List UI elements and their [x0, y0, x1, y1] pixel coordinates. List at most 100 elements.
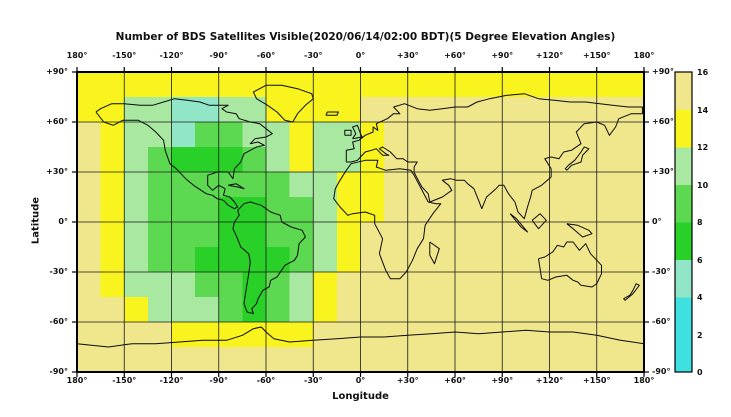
coastline-path [325, 111, 339, 116]
heatmap-cell [620, 297, 645, 323]
heatmap-cell [100, 172, 125, 198]
heatmap-cell [620, 97, 645, 123]
heatmap-cell [525, 222, 551, 248]
heatmap-cell [289, 197, 314, 223]
x-axis-tick-label-bottom: 180° [66, 376, 88, 385]
heatmap-cell [242, 197, 267, 223]
heatmap-cell [502, 297, 527, 323]
x-axis-tick-label-top: 180° [66, 51, 88, 60]
heatmap-cell [242, 347, 267, 373]
heatmap-cell [596, 172, 621, 198]
heatmap-cell [242, 322, 267, 348]
heatmap-cell [218, 322, 243, 348]
colorbar-border [674, 71, 693, 373]
heatmap-cell [77, 347, 102, 373]
heatmap-cell [218, 347, 243, 373]
colorbar-segment [675, 184, 692, 223]
heatmap-cell [502, 322, 527, 348]
y-axis-tick-label-right: +60° [652, 117, 674, 126]
heatmap-cell [77, 72, 102, 98]
x-axis-tick-label-bottom: +150° [583, 376, 611, 385]
heatmap-cell [431, 222, 456, 248]
heatmap-cell [289, 222, 314, 248]
heatmap-cell [620, 347, 645, 373]
heatmap-cell [573, 172, 598, 198]
heatmap-cell [195, 297, 220, 323]
heatmap-cell [266, 172, 291, 198]
colorbar-tick-label: 0 [697, 368, 703, 377]
heatmap-cell [147, 297, 173, 323]
colorbar-tick-label: 16 [697, 68, 709, 77]
heatmap-cell [596, 247, 621, 273]
coastline-paths [76, 84, 645, 348]
heatmap-cell [407, 222, 432, 248]
coastline-path [333, 159, 442, 280]
y-axis-tick-label-left: 0° [58, 217, 68, 226]
x-axis-tick-label-top: 0° [355, 51, 366, 60]
heatmap-cell [124, 147, 149, 173]
heatmap-cell [525, 347, 551, 373]
heatmap-cell [407, 122, 432, 148]
heatmap-cell [596, 97, 621, 123]
y-axis-tick-label-left: -90° [49, 367, 68, 376]
y-axis-tick-label-right: +90° [652, 67, 674, 76]
heatmap-cell [171, 347, 196, 373]
heatmap-cell [360, 322, 385, 348]
heatmap-cell [573, 72, 598, 98]
heatmap-cell [360, 347, 385, 373]
map-border-rect [76, 71, 645, 373]
x-axis-tick-label-bottom: -60° [256, 376, 276, 385]
heatmap-cell [147, 122, 173, 148]
heatmap-cell [596, 322, 621, 348]
heatmap-cell [620, 222, 645, 248]
map-border [76, 71, 645, 373]
heatmap-cell [573, 197, 598, 223]
heatmap-cell [478, 322, 503, 348]
heatmap-cell [455, 247, 480, 273]
x-axis-tick-label-bottom: -120° [159, 376, 184, 385]
x-axis-title: Longitude [332, 391, 389, 402]
coastline-path [531, 213, 547, 230]
colorbar-tick-label: 2 [697, 330, 703, 340]
heatmap-cell [77, 222, 102, 248]
heatmap-cell [620, 272, 645, 298]
heatmap-cell [620, 122, 645, 148]
heatmap-cell [100, 322, 125, 348]
heatmap-cell [502, 72, 527, 98]
heatmap-cell [360, 172, 385, 198]
heatmap-cell [100, 347, 125, 373]
coastline-path [352, 124, 363, 140]
coastline-path [344, 129, 352, 136]
y-axis-tick-label-left: -60° [49, 317, 68, 326]
heatmap-cell [195, 147, 220, 173]
heatmap-cell [360, 122, 385, 148]
heatmap-cell [455, 297, 480, 323]
heatmap-cell [77, 172, 102, 198]
heatmap-cell [289, 347, 314, 373]
y-axis-title: Latitude [30, 196, 42, 245]
x-axis-tick-label-top: 180° [633, 51, 655, 60]
heatmap-cell [336, 297, 362, 323]
heatmap-cell [266, 347, 291, 373]
heatmap-cell [384, 172, 409, 198]
x-axis-tick-label-top: +60° [444, 51, 466, 60]
heatmap-cell [502, 172, 527, 198]
axis-tick-marks [72, 67, 649, 377]
heatmap-cell [171, 72, 196, 98]
heatmap-cell [455, 222, 480, 248]
heatmap-cell [478, 97, 503, 123]
heatmap-cell [336, 147, 362, 173]
heatmap-cell [384, 247, 409, 273]
colorbar-segment [675, 334, 692, 373]
colorbar-tick-label: 12 [697, 143, 709, 152]
heatmap-cell [124, 172, 149, 198]
colorbar-tick-label: 6 [697, 255, 703, 265]
heatmap-cell [525, 297, 551, 323]
heatmap-cell [407, 147, 432, 173]
heatmap-cell [100, 272, 125, 298]
heatmap-cell [336, 247, 362, 273]
heatmap-cell [336, 272, 362, 298]
colorbar [674, 71, 693, 373]
heatmap-cell [455, 172, 480, 198]
